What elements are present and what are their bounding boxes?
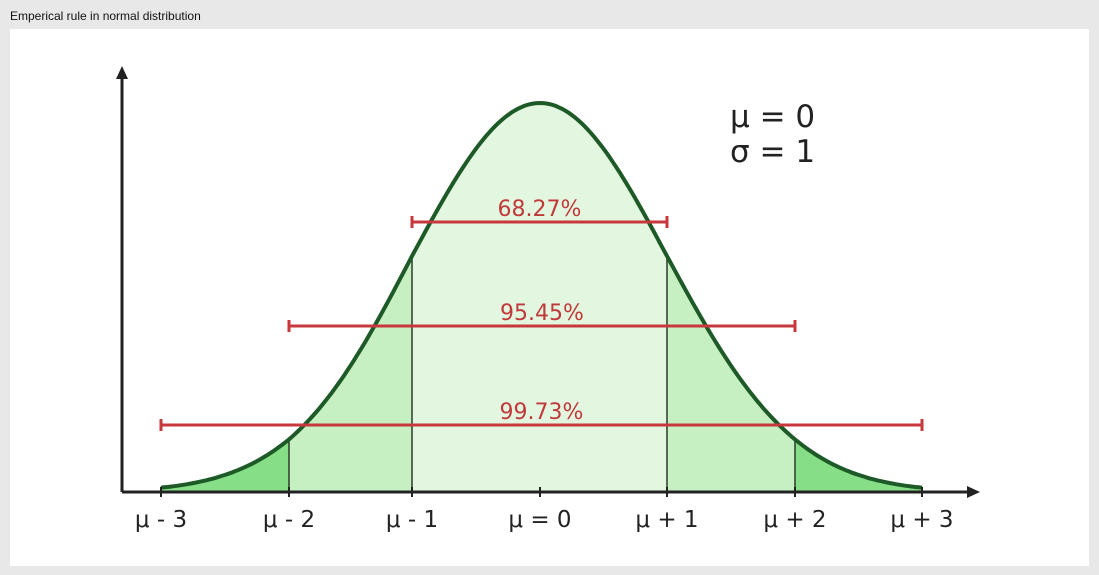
range-percent-label: 95.45%: [500, 301, 584, 326]
range-bars: 68.27% 95.45% 99.73%: [159, 197, 924, 431]
x-tick-label: μ + 2: [763, 507, 826, 533]
area-band-right-3sd: [795, 439, 922, 492]
x-tick-label: μ - 3: [135, 507, 187, 533]
range-percent-label: 68.27%: [498, 197, 582, 222]
sigma-label: σ = 1: [730, 134, 815, 170]
y-axis-arrow-icon: [116, 66, 128, 79]
area-band-center-1sd: [412, 103, 667, 492]
x-tick-label: μ = 0: [508, 507, 571, 533]
area-band-left-3sd: [161, 439, 289, 492]
x-axis-arrow-icon: [967, 486, 980, 498]
window-title: Emperical rule in normal distribution: [10, 9, 201, 23]
x-tick-label: μ + 1: [635, 507, 698, 533]
axes: [116, 66, 980, 498]
x-tick-label: μ - 2: [263, 507, 315, 533]
x-ticks: μ - 3 μ - 2 μ - 1 μ = 0 μ + 1 μ + 2 μ + 3: [135, 487, 954, 533]
range-percent-label: 99.73%: [500, 400, 584, 425]
normal-curve: [160, 100, 923, 490]
x-tick-label: μ + 3: [890, 507, 953, 533]
x-tick-label: μ - 1: [386, 507, 438, 533]
mu-label: μ = 0: [730, 99, 815, 135]
sigma-dividers: [288, 256, 796, 492]
